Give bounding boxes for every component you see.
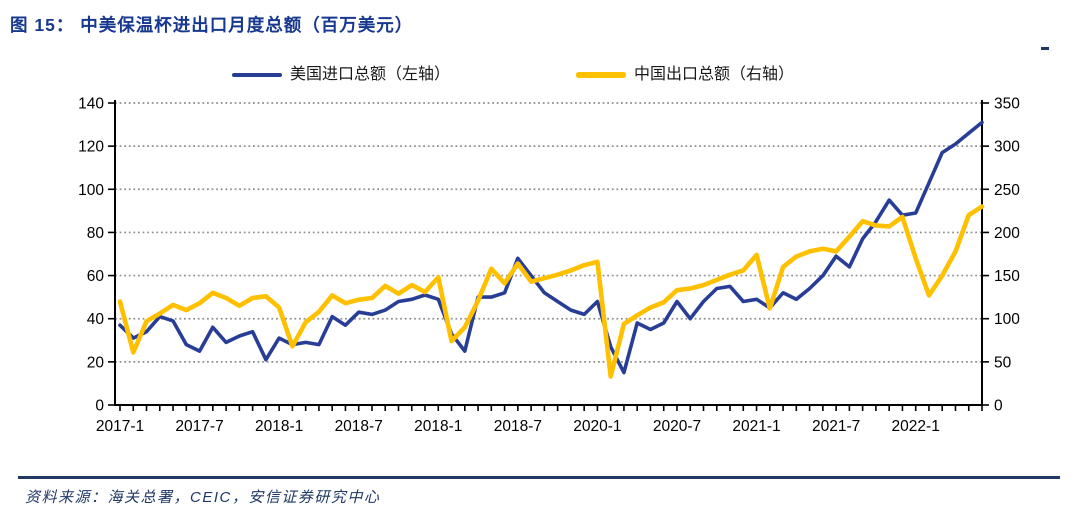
- x-axis-tick-label: 2017-1: [96, 418, 144, 435]
- x-axis-tick-label: 2021-7: [812, 418, 860, 435]
- dual-axis-line-chart: 0 20 40 60 80 100 120 140 0 50 100 150 200 250 300 350 2…: [78, 96, 1020, 436]
- right-axis-tick-label: 300: [994, 139, 1020, 156]
- legend-label-cn-exports: 中国出口总额（右轴）: [634, 66, 795, 83]
- legend-label-us-imports: 美国进口总额（左轴）: [290, 66, 451, 83]
- left-axis-tick-label: 100: [78, 182, 104, 199]
- series-line-cn-exports: [117, 204, 985, 379]
- x-axis-tick-label: 2021-1: [732, 418, 780, 435]
- left-axis-tick-label: 60: [87, 268, 105, 285]
- legend-item-us-imports: 美国进口总额（左轴）: [232, 62, 450, 88]
- x-axis-tick-label: 2020-7: [653, 418, 701, 435]
- x-axis-tick-label: 2022-1: [892, 418, 940, 435]
- x-axis-tick-label: 2018-7: [494, 418, 542, 435]
- right-axis-tick-label: 100: [994, 311, 1020, 328]
- x-axis-tick-label: 2018-7: [335, 418, 383, 435]
- left-axis-tick-label: 40: [87, 311, 105, 328]
- x-axis-tick-label: 2017-7: [175, 418, 223, 435]
- chart-legend: 美国进口总额（左轴） 中国出口总额（右轴）: [0, 62, 1078, 88]
- cn-exports-line-swatch: [576, 72, 626, 78]
- source-note: 资料来源：海关总署，CEIC，安信证券研究中心: [25, 489, 381, 506]
- x-axis-tick-label: 2020-1: [573, 418, 621, 435]
- figure-title: 图 15： 中美保温杯进出口月度总额（百万美元）: [10, 15, 414, 35]
- right-axis-tick-label: 0: [994, 398, 1003, 415]
- right-axis-tick-label: 150: [994, 268, 1020, 285]
- left-axis-tick-label: 140: [78, 96, 104, 113]
- series-line-us-imports: [118, 120, 984, 375]
- right-axis-tick-label: 350: [994, 96, 1020, 113]
- legend-item-cn-exports: 中国出口总额（右轴）: [576, 62, 794, 88]
- corner-dash-decoration: [1041, 47, 1049, 50]
- footer-divider: [18, 476, 1060, 479]
- right-axis-tick-label: 50: [994, 354, 1012, 371]
- x-axis-tick-label: 2018-1: [414, 418, 462, 435]
- us-imports-line-swatch: [232, 72, 282, 78]
- left-axis-tick-label: 20: [87, 354, 105, 371]
- left-axis-tick-label: 120: [78, 139, 104, 156]
- right-axis-tick-label: 200: [994, 225, 1020, 242]
- right-axis-tick-label: 250: [994, 182, 1020, 199]
- x-axis-tick-label: 2018-1: [255, 418, 303, 435]
- left-axis-tick-label: 0: [95, 398, 104, 415]
- left-axis-tick-label: 80: [87, 225, 105, 242]
